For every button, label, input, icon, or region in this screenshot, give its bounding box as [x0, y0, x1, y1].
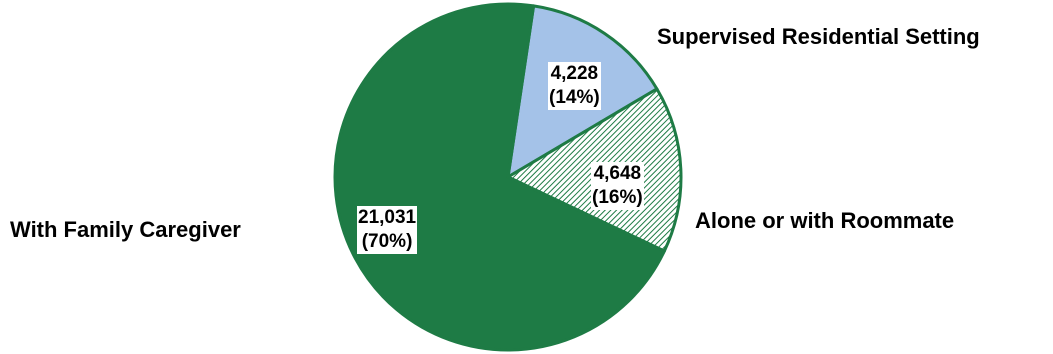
- data-label-alone-or-with-roommate: 4,648 (16%): [591, 162, 644, 210]
- category-label-supervised-residential-setting: Supervised Residential Setting: [657, 24, 980, 49]
- percent-label: (14%): [549, 87, 600, 108]
- category-label-with-family-caregiver: With Family Caregiver: [10, 217, 241, 242]
- category-label-alone-or-with-roommate: Alone or with Roommate: [695, 208, 955, 233]
- percent-label: (70%): [361, 231, 413, 252]
- value-label: 4,228: [550, 63, 599, 84]
- slice-with-family-caregiver: [333, 2, 666, 352]
- data-label-supervised-residential-setting: 4,228 (14%): [548, 62, 601, 110]
- data-label-with-family-caregiver: 21,031 (70%): [357, 206, 418, 254]
- percent-label: (16%): [592, 187, 643, 208]
- value-label: 21,031: [358, 207, 417, 228]
- value-label: 4,648: [593, 163, 642, 184]
